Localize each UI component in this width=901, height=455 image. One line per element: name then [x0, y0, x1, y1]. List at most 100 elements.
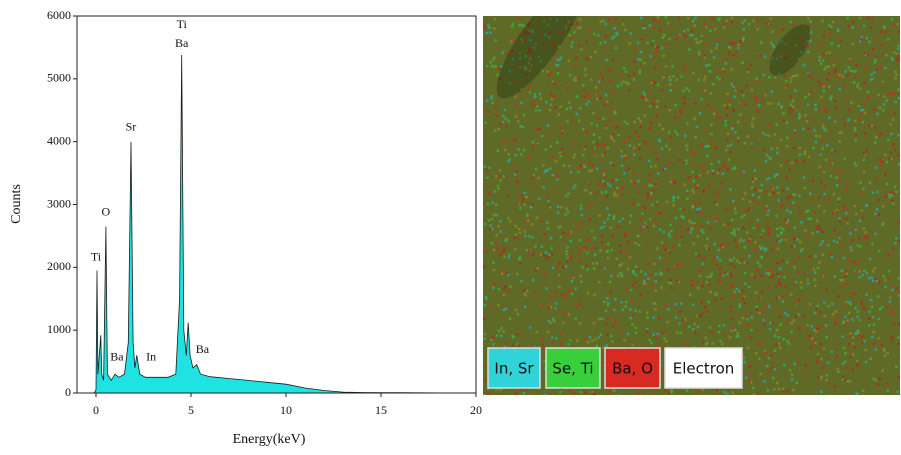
map-pixel [497, 247, 500, 251]
map-pixel [897, 88, 900, 91]
map-pixel [732, 108, 735, 112]
map-pixel [756, 18, 759, 22]
map-pixel [865, 236, 869, 239]
map-pixel [701, 341, 705, 344]
map-pixel [724, 119, 727, 123]
map-pixel [626, 267, 629, 271]
map-pixel [506, 289, 510, 293]
map-pixel [806, 234, 809, 237]
map-pixel [556, 178, 559, 181]
map-pixel [743, 261, 746, 265]
map-pixel [664, 16, 668, 19]
map-pixel [653, 67, 657, 70]
map-pixel [835, 315, 839, 318]
map-pixel [851, 26, 854, 29]
map-pixel [518, 231, 521, 234]
map-pixel [668, 75, 671, 79]
map-pixel [583, 165, 587, 169]
map-pixel [726, 168, 729, 171]
map-pixel [768, 328, 772, 331]
map-pixel [570, 280, 574, 283]
map-pixel [600, 317, 604, 321]
map-pixel [487, 192, 491, 195]
map-pixel [882, 103, 886, 106]
map-pixel [701, 211, 704, 215]
map-pixel [771, 247, 774, 251]
map-pixel [604, 126, 608, 130]
map-pixel [828, 24, 831, 27]
map-pixel [649, 121, 653, 125]
map-pixel [786, 196, 790, 200]
map-pixel [892, 51, 896, 54]
map-shadow [769, 24, 811, 76]
map-pixel [895, 52, 899, 56]
map-pixel [627, 166, 631, 170]
map-pixel [606, 146, 610, 150]
map-pixel [652, 17, 655, 20]
map-pixel [617, 133, 620, 137]
map-pixel [714, 298, 717, 301]
map-pixel [584, 68, 587, 71]
map-pixel [696, 208, 699, 211]
map-pixel [733, 290, 737, 293]
map-pixel [649, 273, 652, 277]
map-pixel [817, 326, 820, 330]
map-pixel [706, 275, 709, 279]
map-pixel [777, 275, 780, 278]
map-pixel [497, 287, 501, 291]
map-pixel [766, 389, 770, 392]
map-pixel [812, 146, 815, 150]
map-pixel [620, 273, 623, 276]
map-pixel [483, 332, 487, 336]
map-pixel [522, 24, 526, 28]
map-pixel [740, 289, 744, 292]
map-pixel [777, 72, 781, 76]
map-pixel [664, 65, 668, 68]
map-pixel [771, 57, 775, 60]
map-pixel [684, 35, 687, 38]
map-pixel [549, 145, 553, 148]
map-pixel [561, 132, 564, 135]
map-pixel [652, 224, 656, 228]
map-pixel [830, 95, 833, 98]
map-pixel [508, 82, 512, 85]
map-pixel [522, 197, 525, 200]
map-pixel [848, 108, 851, 111]
map-pixel [658, 256, 662, 260]
map-pixel [845, 187, 848, 191]
map-pixel [708, 227, 712, 230]
map-pixel [558, 151, 561, 154]
map-pixel [899, 188, 900, 191]
map-pixel [813, 328, 816, 332]
map-pixel [742, 239, 745, 243]
elemental-map [483, 16, 900, 395]
map-pixel [564, 194, 568, 198]
map-pixel [764, 55, 767, 58]
map-pixel [567, 101, 571, 104]
map-pixel [556, 211, 560, 214]
map-pixel [729, 283, 732, 287]
map-pixel [773, 388, 776, 391]
map-pixel [833, 149, 836, 153]
map-pixel [492, 283, 496, 286]
map-pixel [713, 243, 716, 246]
map-pixel [578, 166, 581, 169]
map-pixel [806, 40, 810, 44]
map-pixel [743, 361, 746, 364]
map-pixel [808, 255, 812, 259]
map-pixel [522, 391, 525, 395]
map-pixel [829, 98, 832, 101]
map-pixel [833, 322, 837, 325]
map-pixel [675, 235, 678, 239]
map-pixel [724, 124, 728, 127]
map-pixel [593, 246, 597, 249]
map-pixel [838, 197, 841, 200]
map-pixel [861, 304, 864, 307]
map-pixel [717, 190, 721, 193]
map-pixel [619, 250, 623, 253]
map-pixel [796, 238, 799, 241]
map-pixel [733, 83, 736, 87]
map-pixel [847, 66, 851, 69]
map-pixel [854, 394, 858, 395]
map-pixel [807, 209, 810, 213]
